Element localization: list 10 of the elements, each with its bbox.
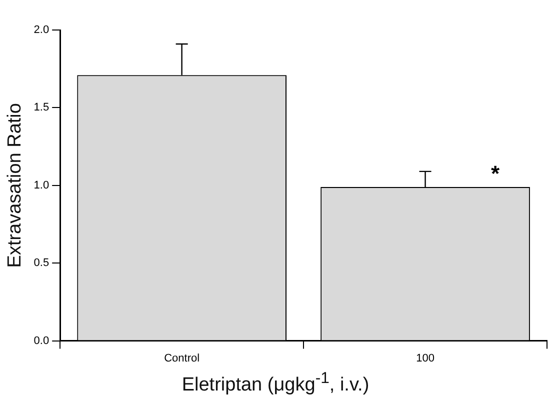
y-tick-label: 0.5 xyxy=(34,257,50,270)
y-tick-label: 2.0 xyxy=(34,24,50,36)
x-axis-title: Eletriptan (μgkg$^{-1}$, i.v.) xyxy=(180,370,370,396)
y-tick-label: 1.5 xyxy=(34,102,50,114)
x-tick-label: Control xyxy=(164,352,200,364)
y-axis-title: Extravasation Ratio xyxy=(4,103,26,268)
x-tick-label: 100 xyxy=(416,352,434,364)
y-tick-label: 1.0 xyxy=(34,179,50,192)
y-tick-label: 0.0 xyxy=(34,334,50,347)
annotation: * xyxy=(490,161,500,186)
